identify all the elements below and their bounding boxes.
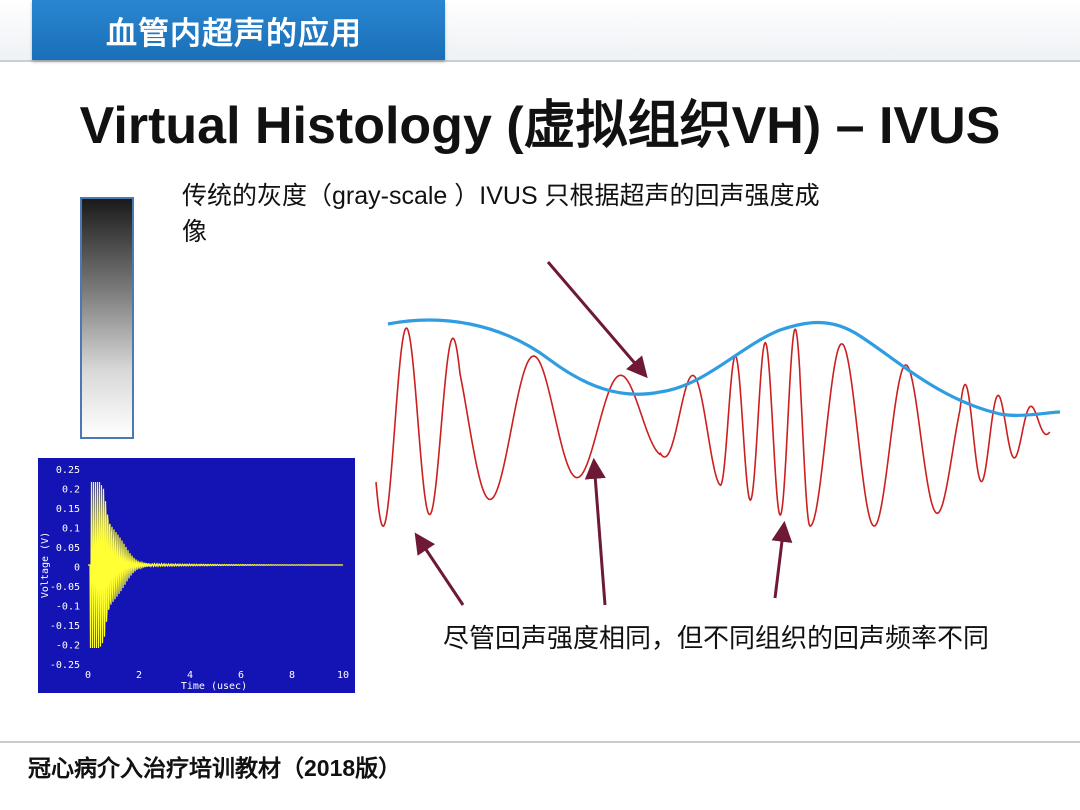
echo-signal: [88, 481, 344, 649]
y-tick-label: -0.1: [56, 602, 80, 613]
y-tick-label: -0.05: [50, 582, 80, 593]
arrow-to-low-frequency: [414, 532, 465, 606]
section-title: 血管内超声的应用: [106, 16, 362, 51]
voltage-axis-label: Voltage (V): [40, 532, 51, 598]
section-tab: 血管内超声的应用: [32, 0, 445, 60]
y-tick-label: -0.2: [56, 641, 80, 652]
y-tick-label: -0.25: [50, 660, 80, 671]
gray-scale-annotation: 传统的灰度（gray-scale ）IVUS 只根据超声的回声强度成像: [182, 182, 820, 246]
y-tick-label: 0: [74, 563, 80, 574]
y-tick-label: 0.1: [62, 524, 80, 535]
footer-divider: [0, 741, 1080, 743]
x-tick-label: 2: [136, 670, 142, 681]
oscilloscope-plot: 0.25 0.2 0.15 0.1 0.05 0 -0.05 -0.1 -0.15 -0.2 -0.…: [38, 458, 355, 693]
x-tick-label: 10: [337, 670, 349, 681]
time-axis-label: Time (usec): [181, 681, 247, 692]
y-tick-label: 0.15: [56, 504, 80, 515]
rf-signal-line: [375, 327, 1051, 528]
y-tick-label: 0.05: [56, 543, 80, 554]
y-tick-label: 0.25: [56, 465, 80, 476]
same-intensity-annotation: 尽管回声强度相同，但不同组织的回声频率不同: [443, 623, 990, 653]
y-tick-label: -0.15: [50, 621, 80, 632]
grayscale-gradient-bar: [80, 197, 134, 439]
arrow-to-trough: [584, 457, 607, 606]
y-tick-label: 0.2: [62, 485, 80, 496]
x-tick-label: 0: [85, 670, 91, 681]
envelope-curve: [387, 318, 1061, 417]
x-tick-label: 8: [289, 670, 295, 681]
arrow-to-high-frequency: [771, 520, 793, 599]
rf-waveform-diagram: [375, 261, 1061, 606]
x-tick-label: 6: [238, 670, 244, 681]
x-tick-label: 4: [187, 670, 193, 681]
arrow-to-envelope: [546, 261, 648, 379]
footer-text: 冠心病介入治疗培训教材（2018版）: [28, 755, 402, 781]
slide-title: Virtual Histology (虚拟组织VH) – IVUS: [79, 97, 1001, 155]
